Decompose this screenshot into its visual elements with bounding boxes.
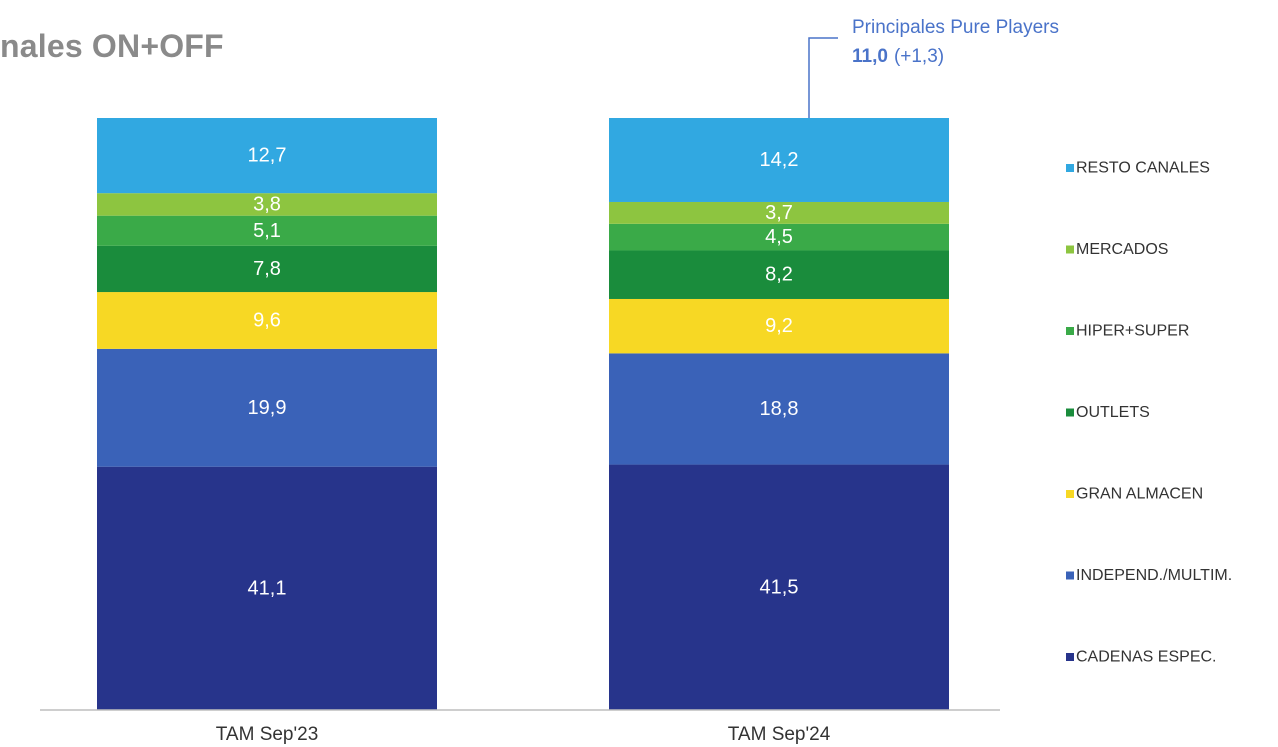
data-label-hiper-super-tam-sep-24: 4,5 <box>765 226 793 248</box>
annotation-title: Principales Pure Players <box>852 17 1059 38</box>
data-label-mercados-tam-sep-24: 3,7 <box>765 202 793 224</box>
data-label-hiper-super-tam-sep-23: 5,1 <box>253 220 281 242</box>
chart-title: nales ON+OFF <box>0 28 224 64</box>
data-label-gran-almacen-tam-sep-24: 9,2 <box>765 315 793 337</box>
legend-swatch-cadenas-espec <box>1066 653 1074 661</box>
data-label-resto-canales-tam-sep-24: 14,2 <box>760 149 799 171</box>
data-label-cadenas-espec-tam-sep-24: 41,5 <box>760 576 799 598</box>
legend-swatch-outlets <box>1066 408 1074 417</box>
pure-players-annotation: Principales Pure Players 11,0 (+1,3) <box>808 17 1059 118</box>
legend-item-mercados: MERCADOS <box>1066 241 1168 258</box>
legend-label-cadenas-espec: CADENAS ESPEC. <box>1076 649 1216 666</box>
legend-item-outlets: OUTLETS <box>1066 404 1150 421</box>
annotation-value: 11,0 <box>852 46 888 67</box>
legend-swatch-resto-canales <box>1066 164 1074 172</box>
bar-segment-resto-canales-tam-sep-24 <box>609 118 949 202</box>
data-label-independ-multim-tam-sep-24: 18,8 <box>760 398 799 420</box>
bar-segment-cadenas-espec-tam-sep-24 <box>609 464 949 710</box>
legend-item-resto-canales: RESTO CANALES <box>1066 160 1210 177</box>
legend-label-outlets: OUTLETS <box>1076 404 1150 421</box>
legend-swatch-hiper-super <box>1066 327 1074 335</box>
legend-item-hiper-super: HIPER+SUPER <box>1066 323 1189 340</box>
legend-label-mercados: MERCADOS <box>1076 241 1168 258</box>
data-label-outlets-tam-sep-24: 8,2 <box>765 264 793 286</box>
legend-swatch-mercados <box>1066 245 1074 254</box>
bar-segment-gran-almacen-tam-sep-23 <box>97 292 437 349</box>
annotation-delta: (+1,3) <box>894 46 944 67</box>
legend-label-gran-almacen: GRAN ALMACEN <box>1076 486 1203 503</box>
legend-item-independ-multim: INDEPEND./MULTIM. <box>1066 567 1232 584</box>
legend-label-resto-canales: RESTO CANALES <box>1076 160 1210 177</box>
segment-labels-layer: 41,1 19,9 9,6 7,8 5,1 3,8 12,7 41,5 18,8 9,2 8,2 4,… <box>248 145 799 600</box>
data-label-resto-canales-tam-sep-23: 12,7 <box>248 145 287 167</box>
annotation-callout-line <box>808 37 838 118</box>
x-tick-label-tam-sep-23: TAM Sep'23 <box>216 724 319 745</box>
bar-segment-gran-almacen-tam-sep-24 <box>609 298 949 354</box>
bar-segment-mercados-tam-sep-23 <box>97 193 437 216</box>
x-tick-labels-layer: TAM Sep'23 TAM Sep'24 <box>216 724 831 745</box>
bar-segment-hiper-super-tam-sep-23 <box>97 215 437 246</box>
bar-segment-independ-multim-tam-sep-23 <box>97 348 437 467</box>
legend-label-hiper-super: HIPER+SUPER <box>1076 323 1189 340</box>
bar-segment-independ-multim-tam-sep-24 <box>609 353 949 465</box>
data-label-outlets-tam-sep-23: 7,8 <box>253 258 281 280</box>
bar-segment-resto-canales-tam-sep-23 <box>97 118 437 194</box>
bar-segment-outlets-tam-sep-23 <box>97 245 437 293</box>
legend-label-independ-multim: INDEPEND./MULTIM. <box>1076 567 1232 584</box>
bar-segment-cadenas-espec-tam-sep-23 <box>97 466 437 710</box>
bar-segment-mercados-tam-sep-24 <box>609 201 949 224</box>
bar-segment-outlets-tam-sep-24 <box>609 250 949 299</box>
legend-item-gran-almacen: GRAN ALMACEN <box>1066 486 1203 503</box>
bar-segment-hiper-super-tam-sep-24 <box>609 223 949 251</box>
legend-swatch-gran-almacen <box>1066 490 1074 498</box>
x-tick-label-tam-sep-24: TAM Sep'24 <box>728 724 831 745</box>
data-label-mercados-tam-sep-23: 3,8 <box>253 193 281 215</box>
data-label-gran-almacen-tam-sep-23: 9,6 <box>253 309 281 331</box>
data-label-independ-multim-tam-sep-23: 19,9 <box>248 397 287 419</box>
data-label-cadenas-espec-tam-sep-23: 41,1 <box>248 577 287 599</box>
legend: RESTO CANALES MERCADOS HIPER+SUPER OUTLETS G… <box>1066 160 1232 666</box>
bars-layer <box>97 118 949 710</box>
legend-swatch-independ-multim <box>1066 571 1074 580</box>
legend-item-cadenas-espec: CADENAS ESPEC. <box>1066 649 1216 666</box>
annotation-value-line: 11,0 (+1,3) <box>852 46 944 67</box>
